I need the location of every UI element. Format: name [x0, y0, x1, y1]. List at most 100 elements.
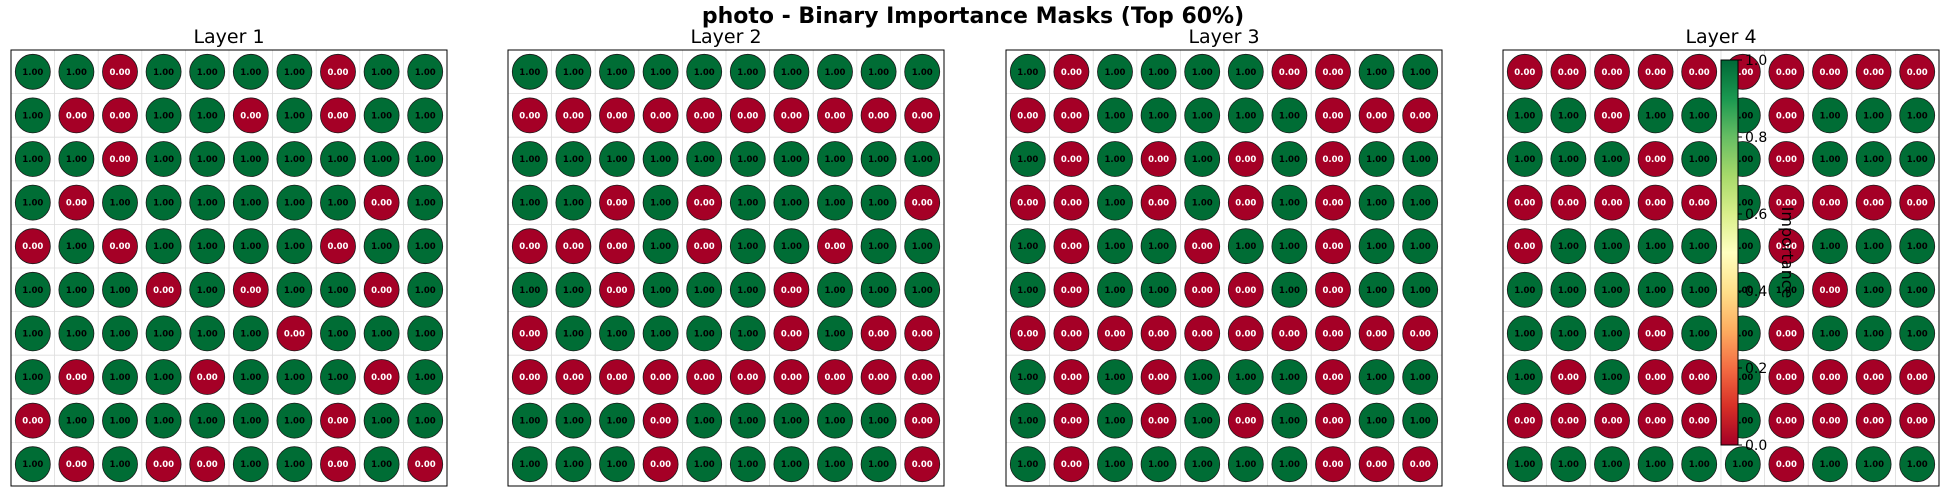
mask-cell — [189, 184, 226, 221]
mask-cell-label: 1.00 — [1105, 111, 1126, 121]
mask-cell-label: 1.00 — [1279, 460, 1300, 470]
mask-cell-label: 0.00 — [563, 111, 584, 121]
mask-cell-label: 1.00 — [22, 155, 43, 165]
mask-cell-label: 1.00 — [1148, 111, 1169, 121]
mask-cell-label: 1.00 — [371, 329, 392, 339]
mask-cell — [1315, 141, 1351, 177]
mask-cell — [511, 402, 548, 439]
mask-cell-label: 0.00 — [1148, 373, 1169, 383]
mask-cell-label: 1.00 — [563, 329, 584, 339]
mask-cell-label: 1.00 — [415, 155, 436, 165]
mask-cell — [642, 228, 679, 265]
mask-cell-label: 1.00 — [1235, 242, 1256, 252]
mask-cell-label: 1.00 — [1558, 460, 1579, 470]
mask-cell — [599, 141, 635, 177]
mask-cell-label: 0.00 — [110, 155, 131, 165]
mask-cell-label: 1.00 — [197, 329, 218, 339]
mask-cell-label: 0.00 — [1323, 417, 1344, 427]
mask-cell — [1097, 97, 1133, 134]
mask-cell-label: 1.00 — [415, 373, 436, 383]
mask-cell — [817, 446, 853, 483]
mask-cell — [320, 228, 356, 265]
mask-cell — [1899, 446, 1936, 483]
mask-cell — [145, 446, 182, 483]
mask-cell-label: 0.00 — [912, 373, 933, 383]
mask-cell — [232, 53, 269, 90]
mask-cell — [1358, 359, 1395, 395]
mask-cell — [1140, 53, 1177, 90]
mask-cell-label: 1.00 — [1105, 417, 1126, 427]
mask-cell-label: 1.00 — [1820, 329, 1841, 339]
mask-cell — [642, 402, 679, 439]
mask-cell — [1681, 359, 1718, 395]
mask-cell-label: 1.00 — [1689, 286, 1710, 296]
mask-cell-label: 1.00 — [328, 199, 349, 209]
mask-cell-label: 0.00 — [1323, 460, 1344, 470]
mask-cell — [1097, 228, 1133, 265]
mask-cell-label: 0.00 — [1410, 111, 1431, 121]
mask-cell — [276, 228, 313, 265]
mask-cell — [1009, 315, 1046, 352]
mask-cell-label: 1.00 — [1514, 329, 1535, 339]
mask-cell — [276, 359, 313, 395]
mask-cell — [729, 184, 766, 221]
mask-cell — [860, 184, 897, 221]
mask-cell-label: 1.00 — [737, 329, 758, 339]
mask-cell-label: 0.00 — [371, 286, 392, 296]
mask-cell-label: 0.00 — [1061, 329, 1082, 339]
mask-cell — [320, 184, 356, 221]
mask-cell — [1724, 446, 1761, 483]
mask-cell — [1594, 184, 1630, 221]
mask-cell — [1140, 315, 1177, 352]
mask-cell-label: 1.00 — [1017, 155, 1038, 165]
mask-cell-label: 1.00 — [1602, 242, 1623, 252]
mask-cell — [145, 228, 182, 265]
mask-cell — [729, 315, 766, 352]
mask-cell — [276, 141, 313, 177]
mask-cell — [1140, 141, 1177, 177]
mask-cell-label: 0.00 — [1776, 155, 1797, 165]
mask-cell — [1358, 53, 1395, 90]
mask-cell — [904, 271, 941, 308]
mask-cell-label: 1.00 — [825, 417, 846, 427]
mask-cell-label: 0.00 — [1323, 68, 1344, 78]
mask-cell-label: 1.00 — [415, 68, 436, 78]
mask-cell-label: 1.00 — [825, 286, 846, 296]
mask-cell-label: 0.00 — [328, 111, 349, 121]
mask-cell — [860, 359, 897, 395]
mask-cell-label: 1.00 — [1410, 242, 1431, 252]
mask-cell — [1140, 446, 1177, 483]
mask-cell — [1768, 141, 1805, 177]
mask-cell — [145, 359, 182, 395]
mask-cell-label: 1.00 — [1148, 68, 1169, 78]
mask-cell-label: 1.00 — [519, 286, 540, 296]
mask-cell — [1315, 446, 1351, 483]
mask-cell — [58, 315, 95, 352]
mask-cell-label: 1.00 — [607, 155, 628, 165]
mask-cell-label: 1.00 — [284, 460, 305, 470]
mask-cell-label: 1.00 — [328, 329, 349, 339]
mask-cell — [407, 271, 444, 308]
mask-cell — [773, 184, 810, 221]
mask-cell — [320, 141, 356, 177]
mask-cell — [1768, 271, 1805, 308]
mask-cell-label: 0.00 — [912, 417, 933, 427]
mask-cell-label: 1.00 — [912, 286, 933, 296]
mask-cell — [1402, 228, 1439, 265]
mask-cell-label: 1.00 — [22, 286, 43, 296]
heatmap-panel-4: Layer 40.00 0.00 0.00 0.00 0.00 0.00 0.00 0.00 0… — [1502, 26, 1940, 487]
mask-cell — [1227, 97, 1264, 134]
mask-cell-label: 1.00 — [110, 286, 131, 296]
mask-cell-label: 1.00 — [1820, 111, 1841, 121]
mask-cell-label: 0.00 — [868, 329, 889, 339]
mask-cell-label: 0.00 — [197, 373, 218, 383]
mask-cell-label: 0.00 — [868, 373, 889, 383]
mask-cell-label: 1.00 — [22, 329, 43, 339]
mask-cell-label: 0.00 — [1366, 111, 1387, 121]
mask-cell-label: 1.00 — [1192, 68, 1213, 78]
mask-cell-label: 1.00 — [1366, 286, 1387, 296]
mask-cell — [1271, 184, 1308, 221]
mask-cell — [1550, 315, 1587, 352]
mask-cell-label: 0.00 — [1776, 417, 1797, 427]
mask-cell — [102, 446, 138, 483]
